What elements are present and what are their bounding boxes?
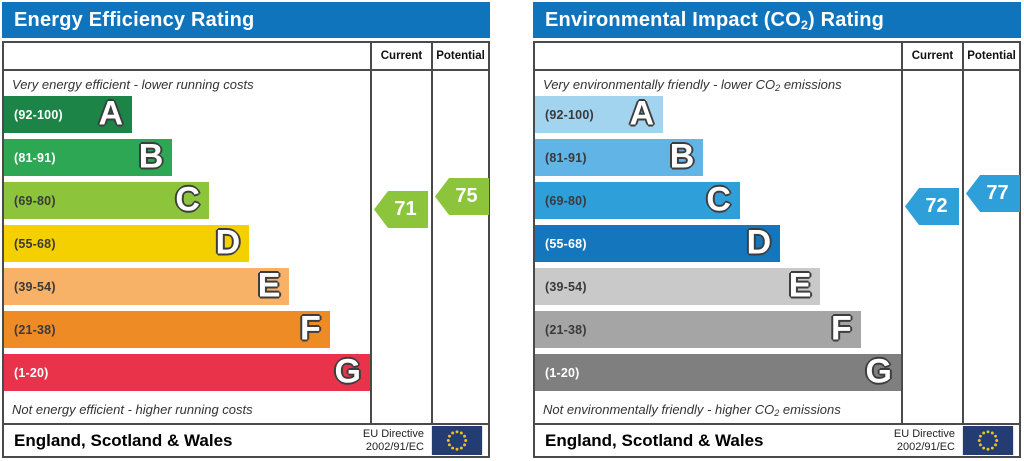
caption-top-post: emissions (780, 77, 842, 92)
environmental-impact-panel: Environmental Impact (CO2) Rating Curren… (533, 2, 1021, 458)
band-letter: F (299, 309, 321, 348)
caption-bottom-text: Not environmentally friendly - higher CO (543, 402, 775, 417)
band-g: (1-20) G (4, 354, 370, 391)
caption-bottom: Not energy efficient - higher running co… (4, 397, 370, 423)
band-letter: D (215, 223, 241, 262)
potential-header: Potential (962, 43, 1019, 69)
caption-top-sub: 2 (775, 82, 781, 93)
eu-directive-label: EU Directive 2002/91/EC (894, 428, 955, 453)
eu-directive-line2: 2002/91/EC (896, 440, 955, 453)
band-letter: D (746, 223, 772, 262)
caption-top: Very environmentally friendly - lower CO… (535, 71, 901, 96)
band-d: (55-68) D (4, 223, 250, 262)
footer-region: England, Scotland & Wales (14, 430, 233, 450)
current-header: Current (370, 43, 431, 69)
eu-directive-line1: EU Directive (362, 427, 424, 440)
band-e: (39-54) E (4, 266, 290, 305)
caption-top: Very energy efficient - lower running co… (4, 71, 370, 96)
band-range-label: (81-91) (545, 150, 587, 165)
bands: (92-100) A (81-91) B (69-80) C (55-68) D (39-54)… (4, 96, 370, 391)
eu-directive-line2: 2002/91/EC (365, 440, 424, 453)
footer-row: England, Scotland & Wales EU Directive 2… (535, 423, 1019, 456)
chart-table: Current Potential Very environmentally f… (533, 41, 1021, 458)
band-c: (69-80) C (535, 182, 740, 219)
current-rating-arrow: 72 (905, 188, 959, 225)
band-letter: A (98, 94, 124, 133)
band-letter: F (830, 309, 852, 348)
chart-table: Current Potential Very energy efficient … (2, 41, 490, 458)
band-range-label: (55-68) (545, 236, 587, 251)
panel-title: Environmental Impact (CO2) Rating (533, 2, 1021, 38)
band-letter: E (257, 266, 281, 305)
panel-title-text: Energy Efficiency Rating (14, 9, 255, 31)
band-range-label: (81-91) (14, 150, 56, 165)
potential-rating-arrow: 75 (435, 178, 489, 215)
panel-title-post: ) Rating (808, 9, 885, 31)
band-letter: G (334, 352, 361, 391)
band-a: (92-100) A (535, 94, 664, 133)
band-letter: A (629, 94, 655, 133)
band-range-label: (39-54) (545, 279, 587, 294)
current-column: 71 (370, 71, 431, 423)
energy-efficiency-panel: Energy Efficiency Rating Current Potenti… (2, 2, 490, 458)
caption-top-text: Very energy efficient - lower running co… (12, 77, 254, 92)
potential-rating-arrow: 77 (966, 175, 1020, 212)
band-a: (92-100) A (4, 94, 133, 133)
band-area: Very energy efficient - lower running co… (4, 71, 370, 423)
band-letter: B (138, 137, 164, 176)
band-range-label: (55-68) (14, 236, 56, 251)
potential-header: Potential (431, 43, 488, 69)
band-range-label: (92-100) (545, 107, 594, 122)
panel-title-sub: 2 (800, 18, 809, 33)
band-c: (69-80) C (4, 182, 209, 219)
band-range-label: (1-20) (14, 365, 49, 380)
band-letter: E (788, 266, 812, 305)
chart-body: Very environmentally friendly - lower CO… (535, 71, 1020, 423)
band-e: (39-54) E (535, 266, 821, 305)
band-range-label: (39-54) (14, 279, 56, 294)
band-range-label: (21-38) (545, 322, 587, 337)
band-range-label: (1-20) (545, 365, 580, 380)
band-range-label: (21-38) (14, 322, 56, 337)
band-f: (21-38) F (4, 311, 330, 348)
panel-title: Energy Efficiency Rating (2, 2, 490, 38)
caption-bottom-post: emissions (779, 402, 841, 417)
footer-region: England, Scotland & Wales (545, 430, 764, 450)
band-letter: C (706, 180, 731, 219)
header-spacer (4, 43, 370, 69)
band-b: (81-91) B (535, 137, 704, 176)
band-d: (55-68) D (535, 223, 781, 262)
footer-row: England, Scotland & Wales EU Directive 2… (4, 423, 488, 456)
band-range-label: (69-80) (545, 193, 587, 208)
band-b: (81-91) B (4, 137, 173, 176)
potential-column: 77 (962, 71, 1020, 423)
current-header: Current (901, 43, 962, 69)
chart-body: Very energy efficient - lower running co… (4, 71, 489, 423)
panel-title-text: Environmental Impact (CO (545, 9, 801, 31)
current-column: 72 (901, 71, 962, 423)
current-rating-arrow: 71 (374, 191, 428, 228)
eu-flag-icon (431, 426, 483, 455)
caption-bottom-sub: 2 (774, 407, 780, 418)
band-letter: B (669, 137, 695, 176)
header-row: Current Potential (4, 43, 488, 71)
eu-directive-label: EU Directive 2002/91/EC (363, 428, 424, 453)
band-area: Very environmentally friendly - lower CO… (535, 71, 901, 423)
band-g: (1-20) G (535, 354, 901, 391)
potential-column: 75 (431, 71, 489, 423)
band-letter: C (175, 180, 200, 219)
caption-bottom: Not environmentally friendly - higher CO… (535, 397, 901, 423)
band-letter: G (865, 352, 892, 391)
header-row: Current Potential (535, 43, 1019, 71)
eu-directive-line1: EU Directive (893, 427, 955, 440)
header-spacer (535, 43, 901, 69)
band-range-label: (69-80) (14, 193, 56, 208)
band-f: (21-38) F (535, 311, 861, 348)
caption-top-text: Very environmentally friendly - lower CO (543, 77, 776, 92)
band-range-label: (92-100) (14, 107, 63, 122)
eu-flag-icon (962, 426, 1014, 455)
caption-bottom-text: Not energy efficient - higher running co… (12, 402, 253, 417)
bands: (92-100) A (81-91) B (69-80) C (55-68) D (39-54)… (535, 96, 901, 391)
